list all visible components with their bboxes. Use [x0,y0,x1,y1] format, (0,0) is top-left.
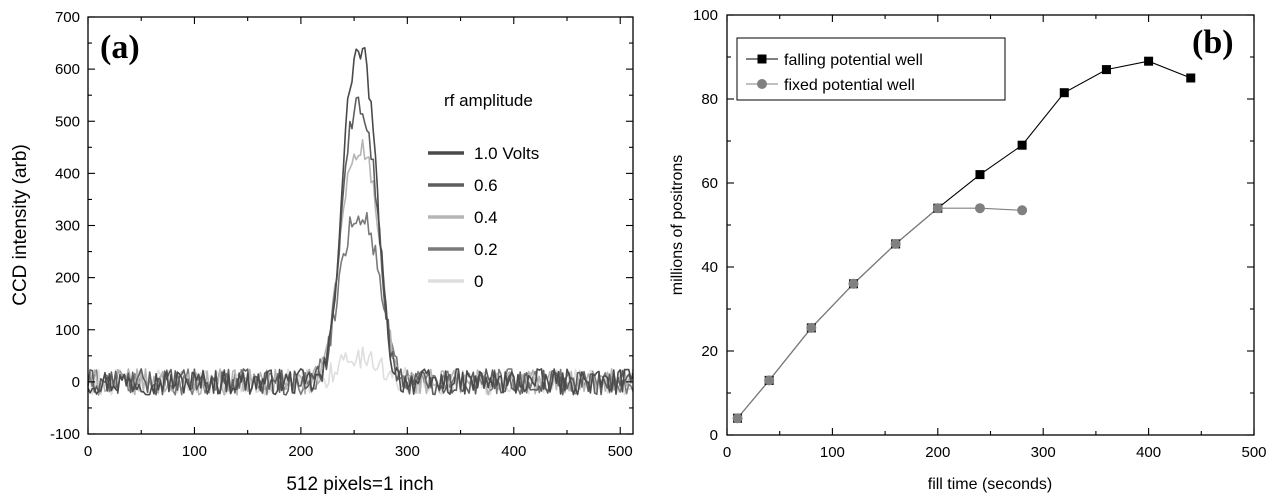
panel-b-label: (b) [1192,24,1234,61]
panel-a-legend-label: 1.0 Volts [474,144,539,163]
panel-b-x-tick-label: 200 [925,444,950,461]
panel-a-legend-label: 0 [474,272,483,291]
panel-a-series-line-1 [87,96,634,396]
panel-a-y-tick-label: -100 [50,426,80,443]
panel-a-x-tick-label: 300 [395,443,420,460]
panel-a-x-tick-label: 100 [182,443,207,460]
panel-b-y-tick-label: 80 [701,91,718,108]
panel-a-x-tick-label: 500 [608,443,633,460]
panel-b-ticks: 0 100 200 300 400 500 0 20 40 60 80 100 [693,7,1267,461]
panel-a-x-tick-label: 200 [288,443,313,460]
panel-b-y-tick-label: 60 [701,175,718,192]
panel-b-legend-label: fixed potential well [784,77,915,94]
panel-b-point-0 [975,170,985,180]
panel-b-legend-marker [757,79,767,89]
panel-a-x-tick-label: 0 [84,443,92,460]
panel-a-y-axis-title: CCD intensity (arb) [10,144,31,306]
panel-b-x-tick-label: 0 [723,444,731,461]
panel-a-x-axis-title: 512 pixels=1 inch [286,474,433,495]
panel-b-point-0 [1017,140,1027,150]
panel-b-y-tick-label: 100 [693,7,718,24]
panel-b-point-1 [848,278,859,289]
panel-b-point-0 [1144,56,1154,66]
panel-b-point-1 [764,375,775,386]
panel-a-legend-label: 0.2 [474,240,498,259]
panel-b-x-tick-label: 100 [820,444,845,461]
panel-a-y-tick-label: 700 [55,9,80,26]
panel-b-point-1 [1017,205,1028,216]
panel-b-point-1 [806,322,817,333]
panel-b-y-tick-label: 0 [710,427,718,444]
panel-a: 0 100 200 300 400 500-10001002003004005006007… [10,9,634,495]
panel-a-y-tick-label: 100 [55,322,80,339]
panel-a-legend: 1.0 Volts 0.6 0.4 0.2 0 [428,144,539,291]
panel-b-y-tick-label: 40 [701,259,718,276]
panel-b-point-0 [1059,88,1069,98]
panel-b-x-axis-title: fill time (seconds) [928,476,1052,493]
panel-b-point-0 [1186,73,1196,83]
panel-a-ticks: 0 100 200 300 400 500-10001002003004005006007… [50,9,633,460]
panel-b-legend-label: falling potential well [784,52,923,69]
panel-b-point-1 [974,203,985,214]
panel-a-series-line-0 [87,46,634,396]
panel-a-legend-title: rf amplitude [444,91,533,110]
panel-a-y-tick-label: 600 [55,61,80,78]
panel-b-series [732,56,1196,424]
panel-a-y-tick-label: 300 [55,218,80,235]
panel-b-y-axis-title: millions of positrons [669,155,686,296]
panel-b-point-1 [732,413,743,424]
panel-b: 0 100 200 300 400 500 0 20 40 60 80 100 (b) fill ti… [669,7,1267,493]
panel-b-y-tick-label: 20 [701,343,718,360]
panel-a-series [87,46,634,396]
panel-b-point-0 [1101,65,1111,75]
panel-b-x-tick-label: 400 [1136,444,1161,461]
panel-b-legend: falling potential well fixed potential we… [746,52,923,94]
panel-a-y-tick-label: 400 [55,165,80,182]
panel-b-legend-box [736,37,1006,101]
panel-b-series-line-1 [737,207,1023,419]
panel-a-x-tick-label: 400 [501,443,526,460]
panel-b-series-line-0 [737,60,1192,419]
panel-b-legend-marker [757,54,767,64]
panel-a-legend-label: 0.6 [474,176,498,195]
panel-a-legend-label: 0.4 [474,208,498,227]
panel-b-point-1 [932,203,943,214]
panel-a-series-line-2 [87,139,634,396]
panel-a-label: (a) [100,29,140,66]
panel-a-y-tick-label: 500 [55,113,80,130]
panel-b-x-tick-label: 300 [1031,444,1056,461]
panel-a-y-tick-label: 0 [72,374,80,391]
panel-b-x-tick-label: 500 [1241,444,1266,461]
panel-a-y-tick-label: 200 [55,270,80,287]
panel-b-point-1 [890,238,901,249]
